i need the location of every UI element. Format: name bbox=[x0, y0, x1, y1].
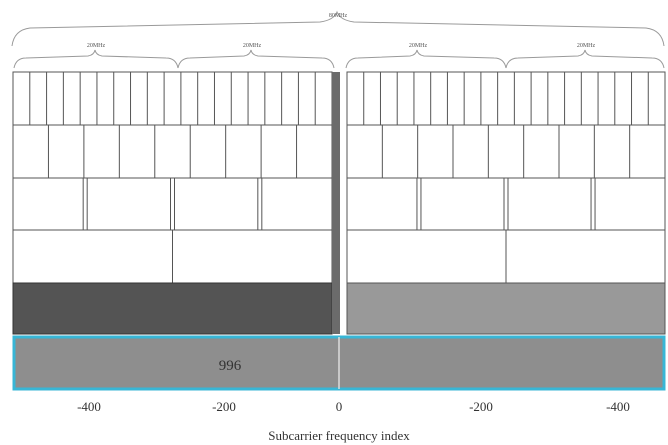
ru-484-left bbox=[12, 282, 333, 335]
brace-80mhz bbox=[11, 10, 665, 47]
x-tick-neg200-left: -200 bbox=[212, 399, 236, 414]
label-80mhz: 80MHz bbox=[329, 13, 348, 19]
brace-right-outer bbox=[505, 49, 665, 69]
ru-996-label: 996 bbox=[219, 358, 242, 374]
dc-band bbox=[332, 72, 340, 334]
ru-grid bbox=[12, 71, 666, 284]
label-20mhz-left-inner: 20MHz bbox=[243, 43, 262, 49]
label-20mhz-right-outer: 20MHz bbox=[577, 43, 596, 49]
x-tick-zero: 0 bbox=[336, 399, 343, 414]
x-tick-neg400-left: -400 bbox=[77, 399, 101, 414]
x-tick-200-right: -200 bbox=[469, 399, 493, 414]
x-axis-label: Subcarrier frequency index bbox=[268, 428, 410, 443]
brace-right-inner bbox=[345, 49, 507, 69]
label-20mhz-left-outer: 20MHz bbox=[87, 43, 106, 49]
label-20mhz-right-inner: 20MHz bbox=[409, 43, 428, 49]
x-tick-400-right: -400 bbox=[606, 399, 630, 414]
ru-484-right bbox=[346, 282, 666, 335]
brace-left-outer bbox=[13, 49, 179, 69]
brace-left-inner bbox=[177, 49, 335, 69]
